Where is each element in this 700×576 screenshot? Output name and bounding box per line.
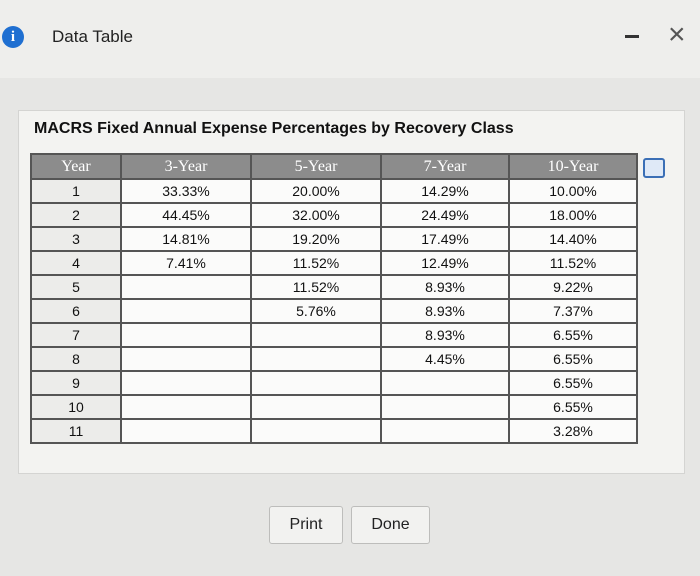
year-cell: 6 xyxy=(30,298,122,324)
info-icon: i xyxy=(2,26,24,48)
year-cell: 1 xyxy=(30,178,122,204)
copy-button[interactable] xyxy=(643,158,665,178)
percent-cell xyxy=(120,298,252,324)
year-cell: 7 xyxy=(30,322,122,348)
percent-cell: 4.45% xyxy=(380,346,510,372)
percent-cell: 8.93% xyxy=(380,274,510,300)
year-cell: 5 xyxy=(30,274,122,300)
percent-cell xyxy=(250,418,382,444)
table-title: MACRS Fixed Annual Expense Percentages b… xyxy=(34,120,514,137)
year-cell: 8 xyxy=(30,346,122,372)
percent-cell: 5.76% xyxy=(250,298,382,324)
percent-cell xyxy=(120,274,252,300)
percent-cell: 20.00% xyxy=(250,178,382,204)
percent-cell: 11.52% xyxy=(508,250,638,276)
percent-cell: 32.00% xyxy=(250,202,382,228)
table-row: 7 8.93% 6.55% xyxy=(30,322,638,348)
percent-cell: 6.55% xyxy=(508,370,638,396)
percent-cell xyxy=(380,370,510,396)
percent-cell xyxy=(120,370,252,396)
table-row: 1 33.33% 20.00% 14.29% 10.00% xyxy=(30,178,638,204)
percent-cell: 14.29% xyxy=(380,178,510,204)
table-row: 6 5.76% 8.93% 7.37% xyxy=(30,298,638,324)
percent-cell xyxy=(250,370,382,396)
table-row: 11 3.28% xyxy=(30,418,638,444)
table-row: 2 44.45% 32.00% 24.49% 18.00% xyxy=(30,202,638,228)
year-cell: 4 xyxy=(30,250,122,276)
percent-cell xyxy=(120,418,252,444)
column-header: 3-Year xyxy=(120,153,252,180)
year-cell: 10 xyxy=(30,394,122,420)
column-header: Year xyxy=(30,153,122,180)
percent-cell: 19.20% xyxy=(250,226,382,252)
table-row: 10 6.55% xyxy=(30,394,638,420)
percent-cell: 7.37% xyxy=(508,298,638,324)
percent-cell: 6.55% xyxy=(508,322,638,348)
percent-cell: 44.45% xyxy=(120,202,252,228)
column-header: 5-Year xyxy=(250,153,382,180)
percent-cell xyxy=(380,418,510,444)
table-row: 8 4.45% 6.55% xyxy=(30,346,638,372)
column-header: 10-Year xyxy=(508,153,638,180)
percent-cell: 17.49% xyxy=(380,226,510,252)
done-button[interactable]: Done xyxy=(351,506,430,544)
percent-cell: 8.93% xyxy=(380,322,510,348)
column-header: 7-Year xyxy=(380,153,510,180)
percent-cell xyxy=(380,394,510,420)
percent-cell xyxy=(250,346,382,372)
table-row: 4 7.41% 11.52% 12.49% 11.52% xyxy=(30,250,638,276)
percent-cell: 8.93% xyxy=(380,298,510,324)
percent-cell: 9.22% xyxy=(508,274,638,300)
percent-cell: 33.33% xyxy=(120,178,252,204)
table-row: 9 6.55% xyxy=(30,370,638,396)
percent-cell: 11.52% xyxy=(250,274,382,300)
percent-cell: 7.41% xyxy=(120,250,252,276)
header-row: Year 3-Year 5-Year 7-Year 10-Year xyxy=(30,153,638,180)
percent-cell xyxy=(120,322,252,348)
year-cell: 11 xyxy=(30,418,122,444)
close-button[interactable]: × xyxy=(668,18,686,51)
percent-cell: 12.49% xyxy=(380,250,510,276)
print-button[interactable]: Print xyxy=(269,506,343,544)
table-row: 5 11.52% 8.93% 9.22% xyxy=(30,274,638,300)
percent-cell: 6.55% xyxy=(508,394,638,420)
table-row: 3 14.81% 19.20% 17.49% 14.40% xyxy=(30,226,638,252)
percent-cell: 24.49% xyxy=(380,202,510,228)
percent-cell: 18.00% xyxy=(508,202,638,228)
year-cell: 2 xyxy=(30,202,122,228)
percent-cell: 6.55% xyxy=(508,346,638,372)
percent-cell: 10.00% xyxy=(508,178,638,204)
percent-cell: 3.28% xyxy=(508,418,638,444)
year-cell: 3 xyxy=(30,226,122,252)
percent-cell xyxy=(250,394,382,420)
percent-cell xyxy=(120,394,252,420)
dialog-title: Data Table xyxy=(52,27,133,46)
title-bar: i Data Table × xyxy=(0,0,700,78)
percent-cell xyxy=(120,346,252,372)
minimize-button[interactable] xyxy=(625,35,639,38)
percent-cell: 11.52% xyxy=(250,250,382,276)
percent-cell xyxy=(250,322,382,348)
year-cell: 9 xyxy=(30,370,122,396)
percent-cell: 14.40% xyxy=(508,226,638,252)
data-table: Year 3-Year 5-Year 7-Year 10-Year 1 33.33% 20.… xyxy=(30,153,638,444)
percent-cell: 14.81% xyxy=(120,226,252,252)
